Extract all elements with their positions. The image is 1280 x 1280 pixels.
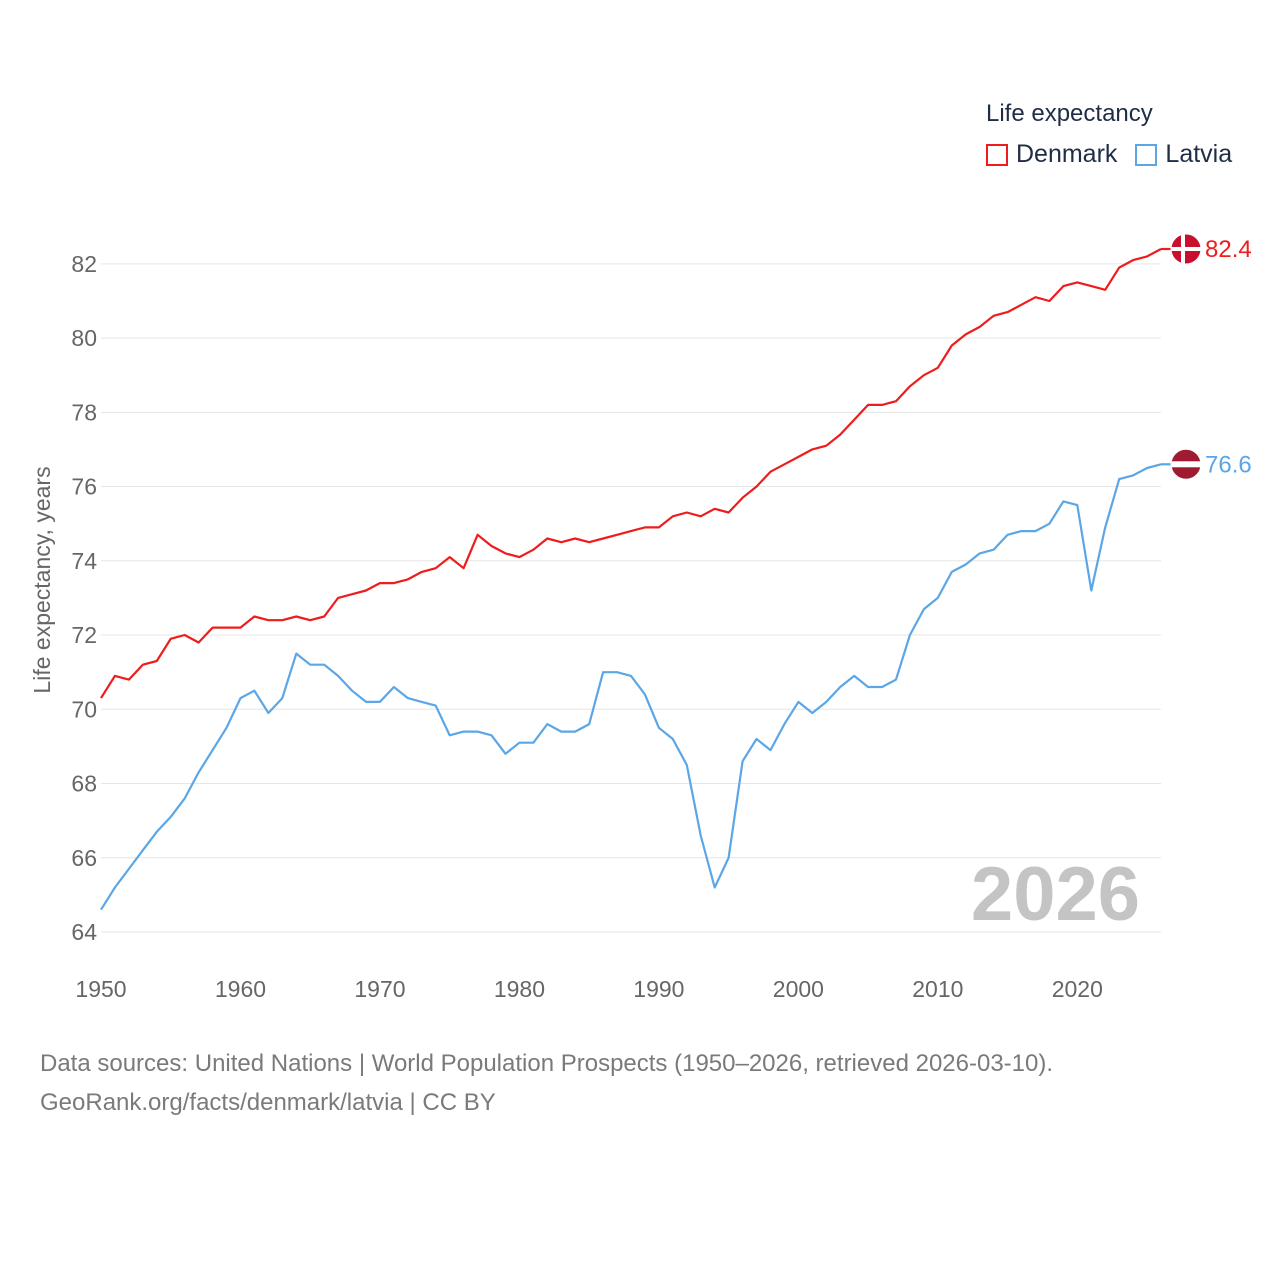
- y-tick-label: 74: [71, 548, 97, 574]
- y-axis-ticks: 64 66 68 70 72 74 76 78 80 82: [71, 251, 97, 945]
- flag-denmark-icon: [1170, 233, 1202, 265]
- legend-title: Life expectancy: [986, 100, 1153, 127]
- series-end-markers: 82.4 76.6: [1161, 233, 1252, 480]
- x-tick-label: 1990: [633, 976, 684, 1002]
- legend-label-latvia: Latvia: [1165, 140, 1233, 168]
- series-line-denmark: [100, 248, 1162, 699]
- legend-item-denmark[interactable]: Denmark: [986, 140, 1117, 169]
- data-source-text: Data sources: United Nations | World Pop…: [40, 1050, 1054, 1077]
- legend: Life expectancy Denmark Latvia: [986, 100, 1250, 169]
- y-tick-label: 82: [71, 251, 97, 277]
- series-line-latvia: [100, 463, 1162, 911]
- end-value-latvia: 76.6: [1205, 451, 1252, 478]
- footer: Data sources: United Nations | World Pop…: [40, 1044, 1053, 1122]
- x-tick-label: 1980: [494, 976, 545, 1002]
- end-value-denmark: 82.4: [1205, 236, 1252, 263]
- y-tick-label: 70: [71, 696, 97, 722]
- legend-label-denmark: Denmark: [1016, 140, 1118, 168]
- attribution-text: GeoRank.org/facts/denmark/latvia | CC BY: [40, 1089, 496, 1116]
- y-tick-label: 72: [71, 622, 97, 648]
- year-label: 2026: [971, 852, 1140, 937]
- y-tick-label: 80: [71, 325, 97, 351]
- gridlines: [101, 263, 1161, 933]
- y-tick-label: 66: [71, 845, 97, 871]
- series-lines: [100, 248, 1162, 911]
- y-axis-title: Life expectancy, years: [29, 466, 55, 693]
- legend-swatch-denmark: [986, 143, 1008, 166]
- legend-item-latvia[interactable]: Latvia: [1135, 140, 1232, 169]
- x-tick-label: 1950: [75, 976, 126, 1002]
- x-tick-label: 1960: [215, 976, 266, 1002]
- y-tick-label: 76: [71, 474, 97, 500]
- y-tick-label: 78: [71, 399, 97, 425]
- x-axis-ticks: 1950 1960 1970 1980 1990 2000 2010 2020: [75, 976, 1102, 1002]
- x-tick-label: 2000: [773, 976, 824, 1002]
- flag-latvia-icon: [1170, 448, 1202, 480]
- y-tick-label: 64: [71, 919, 97, 945]
- x-tick-label: 1970: [354, 976, 405, 1002]
- x-tick-label: 2010: [912, 976, 963, 1002]
- x-tick-label: 2020: [1052, 976, 1103, 1002]
- legend-swatch-latvia: [1135, 143, 1158, 166]
- y-tick-label: 68: [71, 771, 97, 797]
